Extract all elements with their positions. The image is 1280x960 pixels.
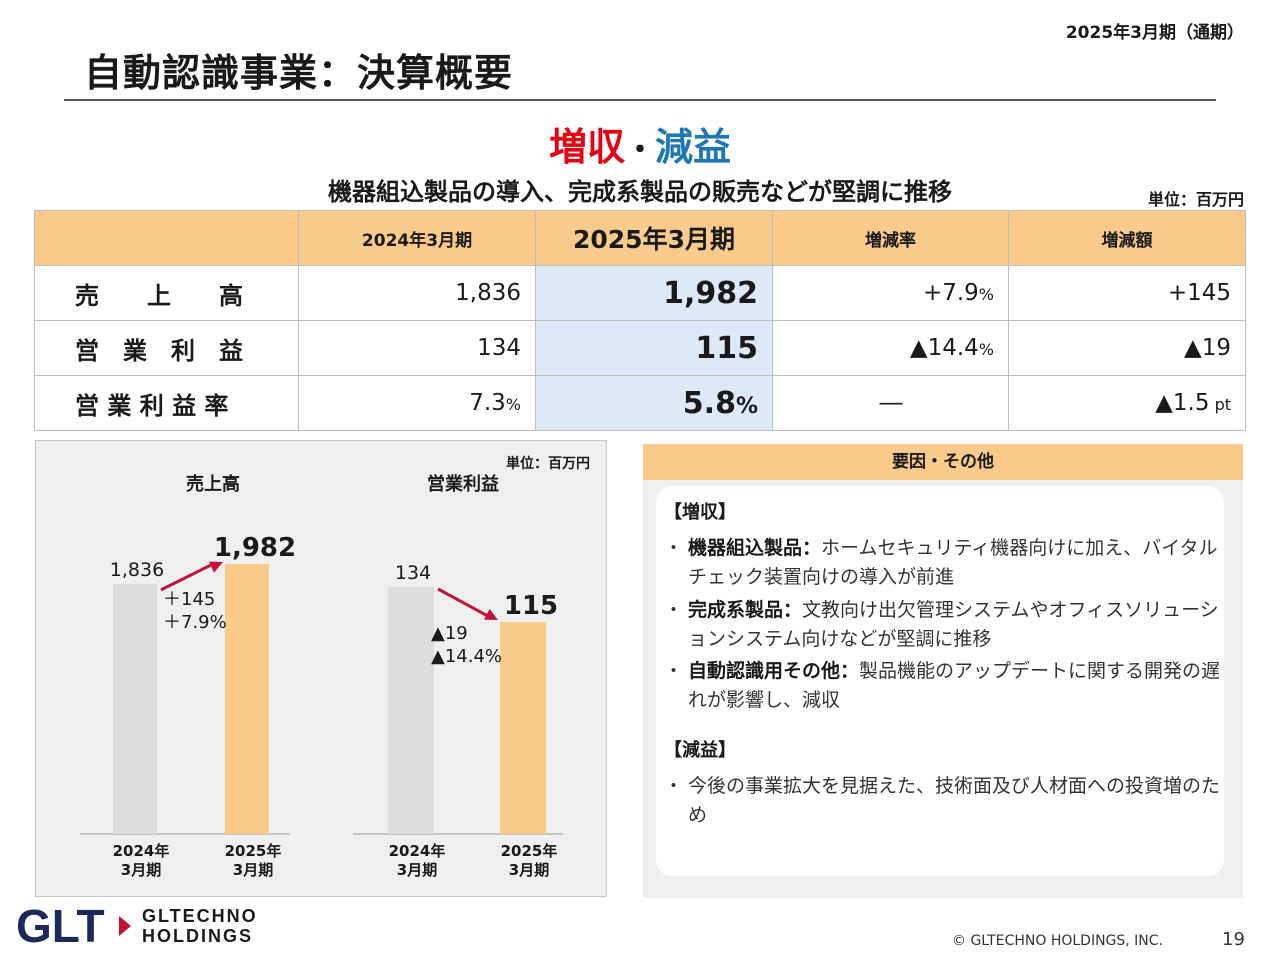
notes-header: 要因・その他 (643, 444, 1243, 480)
change-label: ▲14.4% (431, 646, 502, 667)
fiscal-period-label: 2025年3月期（通期） (1065, 23, 1244, 43)
table-unit-label: 単位：百万円 (1147, 190, 1244, 209)
decrease-heading: 【減益】 (664, 740, 736, 761)
title-divider (64, 99, 1216, 101)
data-label: 1,982 (214, 533, 296, 563)
increase-item-1: ・機器組込製品：ホームセキュリティ機器向けに加え、バイタルチェック装置向けの導入… (664, 534, 1224, 592)
comparison-bar-charts: 売上高1,8362024年3月期1,9822025年3月期＋145＋7.9%営業… (80, 473, 563, 879)
table-row-operating-margin: 営 業 利 益 率 7.3% 5.8% ― ▲1.5 pt (34, 375, 1246, 431)
table-row-sales: 売 上 高 1,836 1,982 +7.9% +145 (34, 265, 1246, 321)
logo-triangle-icon (119, 916, 131, 936)
data-label: 134 (395, 562, 431, 584)
category-label: 3月期 (509, 861, 549, 879)
change-arrow (437, 587, 489, 618)
row-label: 営 業 利 益 (34, 320, 299, 376)
notes-card (656, 486, 1224, 876)
cell-current: 115 (535, 320, 773, 376)
bullet: ・ (664, 660, 684, 682)
logo-line1: GLTECHNO (142, 906, 258, 926)
table-header-row: 2024年3月期 2025年3月期 増減率 増減額 (34, 210, 1246, 266)
cell-rate: +7.9% (772, 265, 1009, 321)
cell-prev: 134 (298, 320, 536, 376)
headline-separator: ・ (625, 133, 655, 168)
bar (225, 564, 269, 834)
page-number: 19 (1222, 929, 1245, 950)
bullet: ・ (664, 537, 684, 559)
chart-unit-label: 単位：百万円 (506, 456, 590, 472)
data-label: 115 (504, 591, 558, 621)
change-arrow-head (484, 608, 498, 621)
cell-rate: ― (772, 375, 1009, 431)
change-label: ▲19 (431, 623, 468, 644)
cell-prev: 1,836 (298, 265, 536, 321)
increase-item-3: ・自動認識用その他：製品機能のアップデートに関する開発の遅れが影響し、減収 (664, 657, 1224, 715)
category-label: 2025年 (501, 842, 558, 860)
cell-rate: ▲14.4% (772, 320, 1009, 376)
headline-decrease: 減益 (655, 125, 732, 169)
row-label: 売 上 高 (34, 265, 299, 321)
category-label: 2024年 (113, 842, 170, 860)
headline-subtitle: 機器組込製品の導入、完成系製品の販売などが堅調に推移 (328, 178, 952, 206)
table-row-operating-profit: 営 業 利 益 134 115 ▲14.4% ▲19 (34, 320, 1246, 376)
bar (500, 622, 546, 834)
results-table: 2024年3月期 2025年3月期 増減率 増減額 売 上 高 1,836 1,… (34, 210, 1246, 431)
bullet: ・ (664, 599, 684, 621)
copyright: © GLTECHNO HOLDINGS, INC. (952, 933, 1164, 949)
category-label: 3月期 (121, 861, 161, 879)
data-label: 1,836 (110, 559, 164, 581)
logo-mark: GLT (16, 902, 105, 950)
bullet: ・ (664, 775, 684, 797)
category-label: 2024年 (389, 842, 446, 860)
headline-increase: 増収 (548, 125, 625, 169)
header-prev-year: 2024年3月期 (298, 210, 536, 266)
logo-line2: HOLDINGS (142, 926, 253, 946)
header-rate: 増減率 (772, 210, 1009, 266)
cell-diff: ▲1.5 pt (1008, 375, 1246, 431)
category-label: 3月期 (233, 861, 273, 879)
cell-current: 5.8% (535, 375, 773, 431)
bar (388, 587, 434, 834)
category-label: 3月期 (397, 861, 437, 879)
increase-heading: 【増収】 (664, 502, 736, 523)
bar (113, 583, 157, 834)
change-arrow-head (209, 561, 223, 573)
chart-title: 営業利益 (427, 473, 499, 495)
change-arrow (160, 562, 214, 592)
headline: 増収・減益 (0, 116, 1280, 171)
decrease-item-1: ・今後の事業拡大を見据えた、技術面及び人材面への投資増のため (664, 772, 1224, 830)
cell-diff: +145 (1008, 265, 1246, 321)
page-title: 自動認識事業：決算概要 (84, 51, 514, 95)
cell-current: 1,982 (535, 265, 773, 321)
header-blank (34, 210, 299, 266)
change-label: ＋145 (163, 589, 215, 610)
row-label: 営 業 利 益 率 (34, 375, 299, 431)
header-current-year: 2025年3月期 (535, 210, 773, 266)
cell-prev: 7.3% (298, 375, 536, 431)
company-logo: GLT GLTECHNO HOLDINGS (16, 900, 276, 954)
cell-diff: ▲19 (1008, 320, 1246, 376)
category-label: 2025年 (225, 842, 282, 860)
chart-title: 売上高 (186, 473, 240, 495)
increase-item-2: ・完成系製品：文教向け出欠管理システムやオフィスソリューションシステム向けなどが… (664, 596, 1224, 654)
change-label: ＋7.9% (163, 612, 227, 633)
header-diff: 増減額 (1008, 210, 1246, 266)
